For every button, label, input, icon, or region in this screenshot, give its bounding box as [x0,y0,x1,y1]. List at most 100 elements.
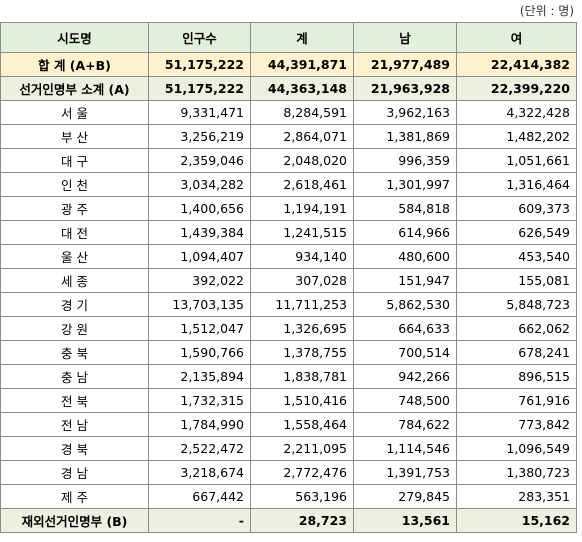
number-cell: 480,600 [353,244,457,269]
number-cell: 1,096,549 [456,436,577,461]
table-row: 재외선거인명부 (B) -28,723 13,561 15,162 [0,508,577,533]
number-cell: 1,400,656 [148,196,251,221]
region-cell: 전 남 [0,412,149,437]
number-cell: 151,947 [353,268,457,293]
region-cell: 강 원 [0,316,149,341]
region-cell: 서 울 [0,100,149,125]
table-row: 울 산 1,094,407 934,140 480,600 453,540 [0,244,577,269]
number-cell: 3,034,282 [148,172,251,197]
number-cell: 11,711,253 [250,292,354,317]
number-cell: 21,977,489 [353,52,457,77]
number-cell: 1,512,047 [148,316,251,341]
number-cell: 1,482,202 [456,124,577,149]
number-cell: 662,062 [456,316,577,341]
number-cell: 1,301,997 [353,172,457,197]
number-cell: 667,442 [148,484,251,509]
header-row: 시도명 인구수 계 남 여 [0,22,577,53]
number-cell: 21,963,928 [353,76,457,101]
number-cell: 51,175,222 [148,76,251,101]
number-cell: 1,380,723 [456,460,577,485]
table-row: 제 주 667,442 563,196 279,845 283,351 [0,484,577,509]
number-cell: 1,241,515 [250,220,354,245]
number-cell: 392,022 [148,268,251,293]
table-body: 합 계 (A+B) 51,175,222 44,391,871 21,977,489 2… [0,52,577,533]
number-cell: 8,284,591 [250,100,354,125]
number-cell: 1,094,407 [148,244,251,269]
table-row: 대 구 2,359,046 2,048,020 996,359 1,051,661 [0,148,577,173]
region-cell: 합 계 (A+B) [0,52,149,77]
number-cell: 1,838,781 [250,364,354,389]
region-cell: 선거인명부 소계 (A) [0,76,149,101]
region-cell: 부 산 [0,124,149,149]
number-cell: 934,140 [250,244,354,269]
number-cell: 453,540 [456,244,577,269]
table-row: 전 북 1,732,315 1,510,416 748,500 761,916 [0,388,577,413]
number-cell: 15,162 [456,508,577,533]
number-cell: 678,241 [456,340,577,365]
table-row: 인 천 3,034,282 2,618,461 1,301,997 1,316,464 [0,172,577,197]
region-cell: 세 종 [0,268,149,293]
number-cell: 563,196 [250,484,354,509]
number-cell: 761,916 [456,388,577,413]
number-cell: 664,633 [353,316,457,341]
number-cell: 22,399,220 [456,76,577,101]
number-cell: 2,135,894 [148,364,251,389]
number-cell: 896,515 [456,364,577,389]
region-cell: 대 구 [0,148,149,173]
number-cell: 13,561 [353,508,457,533]
number-cell: 5,848,723 [456,292,577,317]
table-row: 부 산 3,256,219 2,864,071 1,381,869 1,482,202 [0,124,577,149]
number-cell: 4,322,428 [456,100,577,125]
table-row: 서 울 9,331,471 8,284,591 3,962,163 4,322,428 [0,100,577,125]
number-cell: 3,962,163 [353,100,457,125]
region-cell: 경 북 [0,436,149,461]
table-row: 경 기 13,703,135 11,711,253 5,862,530 5,848,72… [0,292,577,317]
region-cell: 재외선거인명부 (B) [0,508,149,533]
region-cell: 대 전 [0,220,149,245]
number-cell: 1,114,546 [353,436,457,461]
number-cell: - [148,508,251,533]
number-cell: 609,373 [456,196,577,221]
number-cell: 2,618,461 [250,172,354,197]
number-cell: 1,381,869 [353,124,457,149]
number-cell: 3,256,219 [148,124,251,149]
region-cell: 전 북 [0,388,149,413]
table-row: 전 남 1,784,990 1,558,464 784,622 773,842 [0,412,577,437]
unit-label: (단위 : 명) [519,4,574,18]
table-row: 선거인명부 소계 (A) 51,175,222 44,363,148 21,963,9… [0,76,577,101]
number-cell: 1,194,191 [250,196,354,221]
table-row: 경 북 2,522,472 2,211,095 1,114,546 1,096,549 [0,436,577,461]
number-cell: 700,514 [353,340,457,365]
header-cell: 여 [456,22,577,53]
number-cell: 1,439,384 [148,220,251,245]
table-row: 광 주 1,400,656 1,194,191 584,818 609,373 [0,196,577,221]
region-cell: 광 주 [0,196,149,221]
header-cell: 시도명 [0,22,149,53]
table-row: 세 종 392,022 307,028 151,947 155,081 [0,268,577,293]
number-cell: 9,331,471 [148,100,251,125]
number-cell: 2,772,476 [250,460,354,485]
number-cell: 1,378,755 [250,340,354,365]
region-cell: 충 남 [0,364,149,389]
number-cell: 283,351 [456,484,577,509]
number-cell: 942,266 [353,364,457,389]
number-cell: 44,391,871 [250,52,354,77]
region-cell: 제 주 [0,484,149,509]
number-cell: 748,500 [353,388,457,413]
number-cell: 996,359 [353,148,457,173]
header-cell: 인구수 [148,22,251,53]
number-cell: 279,845 [353,484,457,509]
number-cell: 1,326,695 [250,316,354,341]
table-row: 충 북 1,590,766 1,378,755 700,514 678,241 [0,340,577,365]
number-cell: 307,028 [250,268,354,293]
number-cell: 3,218,674 [148,460,251,485]
number-cell: 584,818 [353,196,457,221]
number-cell: 2,522,472 [148,436,251,461]
number-cell: 1,732,315 [148,388,251,413]
table-row: 충 남 2,135,894 1,838,781 942,266 896,515 [0,364,577,389]
number-cell: 28,723 [250,508,354,533]
header-cell: 남 [353,22,457,53]
number-cell: 784,622 [353,412,457,437]
region-cell: 충 북 [0,340,149,365]
